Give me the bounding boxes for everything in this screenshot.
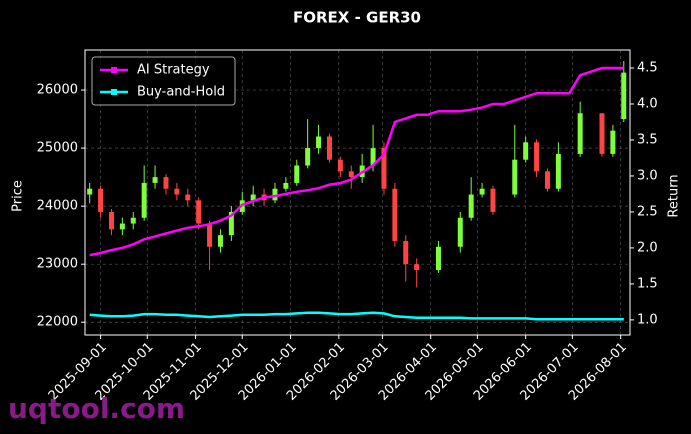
candle-body [228,211,234,236]
y2-tick-label: 4.0 [637,96,658,111]
candle-body [544,171,550,189]
candle-body [119,223,125,230]
candle-body [163,177,169,189]
y2-tick-label: 2.0 [637,240,658,255]
candle-body [87,188,93,195]
legend-label: AI Strategy [137,63,210,78]
candle-body [490,188,496,212]
y-tick-label: 26000 [37,83,78,98]
y-axis-label: Price [11,180,26,212]
candle-body [326,136,332,160]
candle-body [305,148,311,166]
candle-body [381,148,387,189]
candle-body [610,130,616,154]
candle-body [130,217,136,224]
candle-body [98,188,104,212]
candle-body [316,136,322,149]
candle-body [207,223,213,247]
line-series [89,311,624,321]
candle-body [414,264,420,270]
y-tick-label: 22000 [37,315,78,330]
candle-body [348,171,354,178]
candle-body [370,148,376,166]
line-series [89,66,624,257]
candle-body [599,113,605,154]
y2-tick-label: 1.5 [637,276,658,291]
candle-body [512,159,518,195]
candle-body [621,72,627,120]
candle-body [468,194,474,218]
candle-body [196,200,202,224]
candle-body [555,153,561,189]
candle-body [392,188,398,241]
legend-marker [111,67,117,73]
candle-body [337,159,343,172]
candle-body [283,182,289,189]
candle-body [272,188,278,201]
candle-body [108,211,114,230]
y2-tick-label: 3.5 [637,132,658,147]
legend-label: Buy-and-Hold [137,85,225,100]
y2-tick-label: 2.5 [637,204,658,219]
y2-axis-label: Return [667,174,682,217]
plot-frame [84,49,631,336]
chart-title: FOREX - GER30 [293,9,421,27]
y2-tick-label: 4.5 [637,60,658,75]
candle-body [185,194,191,201]
candle-body [523,142,529,160]
candle-body [403,240,409,265]
candle-body [577,113,583,154]
y-tick-label: 24000 [37,199,78,214]
candle-body [435,246,441,270]
candle-body [294,165,300,183]
candle-body [479,188,485,195]
candle-body [141,182,147,218]
y2-tick-label: 3.0 [637,168,658,183]
legend-marker [111,89,117,95]
candle-body [457,217,463,247]
watermark: uqtool.com [8,392,185,425]
y-tick-label: 25000 [37,141,78,156]
candle-body [250,194,256,201]
candle-body [174,188,180,195]
candle-body [217,235,223,247]
y2-tick-label: 1.0 [637,312,658,327]
candle-body [534,142,540,172]
candle-body [152,177,158,183]
y-tick-label: 23000 [37,257,78,272]
